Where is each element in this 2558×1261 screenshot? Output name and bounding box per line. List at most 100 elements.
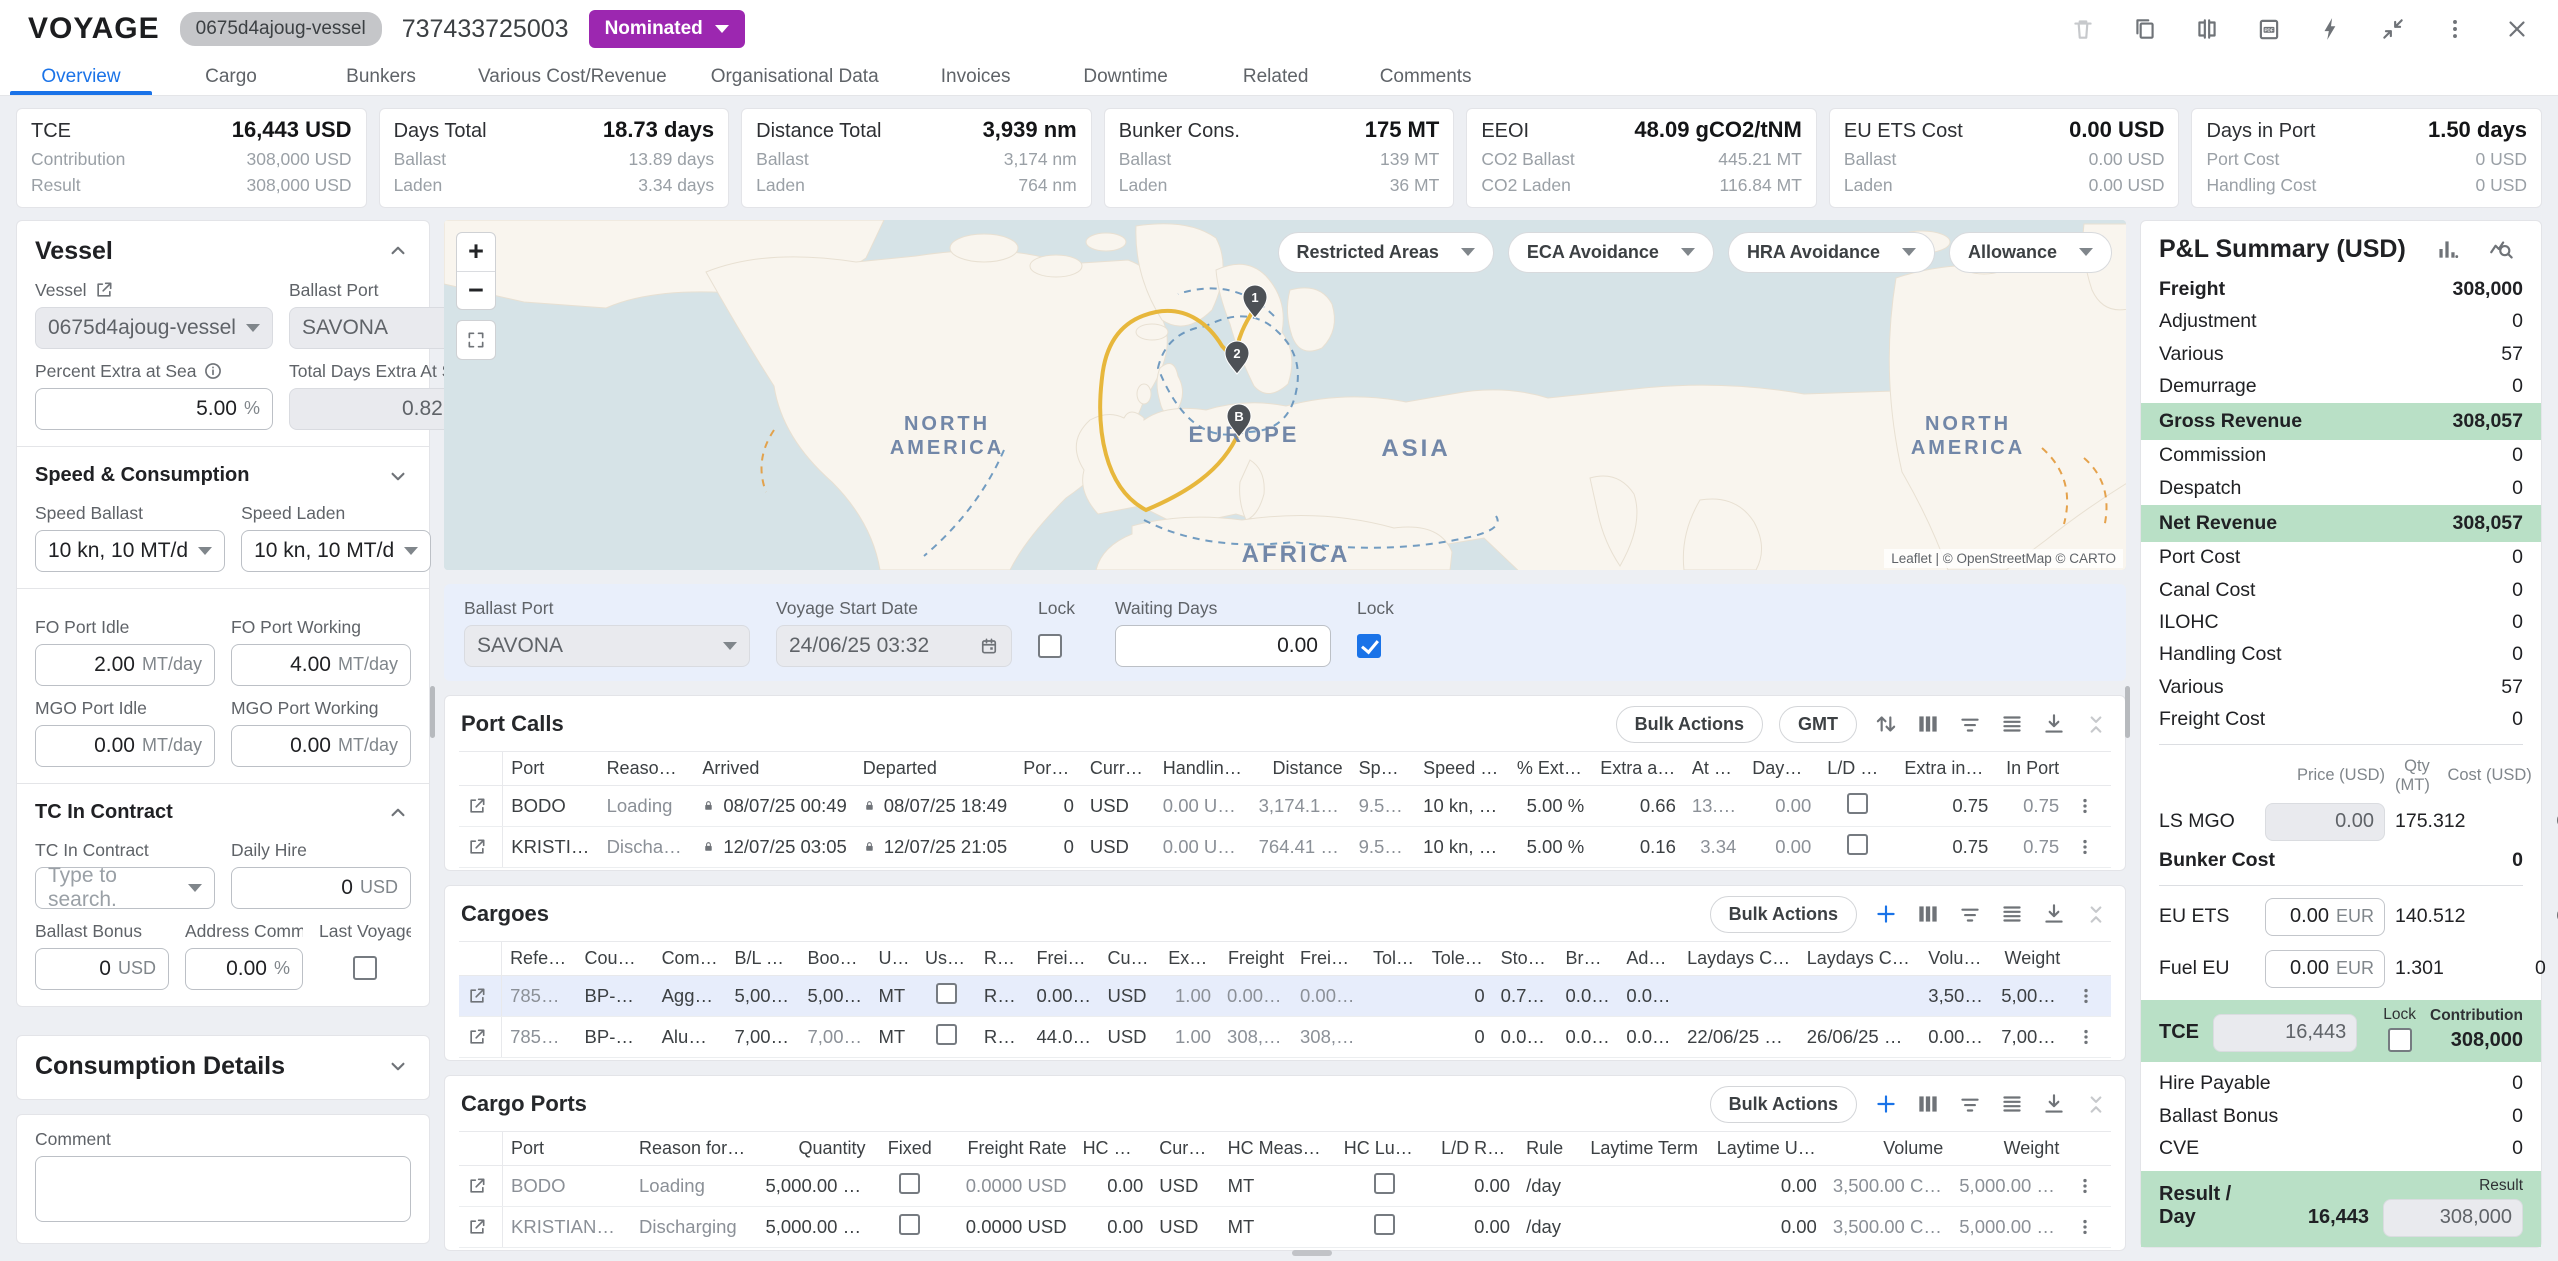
open-port-call-icon[interactable] bbox=[459, 826, 504, 868]
col-speed[interactable]: Speed bbox=[1350, 750, 1416, 786]
row-menu-icon[interactable] bbox=[2067, 1165, 2111, 1207]
row-menu-icon[interactable] bbox=[2067, 785, 2111, 827]
hra-avoidance-dropdown[interactable]: HRA Avoidance bbox=[1727, 231, 1935, 273]
collapse-icon[interactable] bbox=[2083, 711, 2109, 737]
zoom-in-button[interactable]: + bbox=[468, 236, 484, 266]
col-departed[interactable]: Departed bbox=[854, 750, 1016, 786]
scrollbar-thumb-right[interactable] bbox=[2125, 686, 2130, 738]
filter-icon[interactable] bbox=[1957, 1091, 1983, 1117]
ballast-bonus-input[interactable]: 0 USD bbox=[35, 947, 169, 990]
col-ld-fixed[interactable]: L/D Fixed bbox=[1819, 750, 1897, 786]
speed-ballast-select[interactable]: 10 kn, 10 MT/d bbox=[35, 529, 226, 572]
chevron-up-icon[interactable] bbox=[385, 800, 411, 826]
zoom-out-button[interactable]: − bbox=[457, 270, 495, 309]
speed-laden-select[interactable]: 10 kn, 10 MT/d bbox=[241, 529, 432, 572]
columns-icon[interactable] bbox=[1915, 901, 1941, 927]
col-speed-order[interactable]: Speed Order bbox=[1415, 750, 1509, 786]
restricted-areas-dropdown[interactable]: Restricted Areas bbox=[1277, 231, 1494, 273]
open-cargo-port-icon[interactable] bbox=[459, 1165, 504, 1207]
col-extra-in-port[interactable]: Extra in Port bbox=[1896, 750, 1997, 786]
ballast-port-strip-select[interactable]: SAVONA bbox=[464, 624, 750, 667]
tab-cargo[interactable]: Cargo bbox=[205, 65, 257, 87]
start-date-lock-checkbox[interactable] bbox=[1038, 633, 1062, 658]
close-icon[interactable] bbox=[2504, 16, 2530, 42]
open-cargo-icon[interactable] bbox=[459, 1016, 503, 1058]
tc-in-contract-select[interactable]: Type to search. bbox=[35, 864, 215, 911]
eca-avoidance-dropdown[interactable]: ECA Avoidance bbox=[1507, 231, 1714, 273]
port-marker-2[interactable]: 2 bbox=[1224, 340, 1250, 375]
add-cargo-port-icon[interactable] bbox=[1873, 1091, 1899, 1117]
row-density-icon[interactable] bbox=[1999, 711, 2025, 737]
tab-related[interactable]: Related bbox=[1242, 65, 1309, 87]
col-pct-extra[interactable]: % Extra At ... bbox=[1508, 750, 1593, 786]
chevron-down-icon[interactable] bbox=[385, 463, 411, 489]
waiting-days-lock-checkbox[interactable] bbox=[1356, 633, 1381, 658]
trend-analysis-icon[interactable] bbox=[2488, 236, 2514, 262]
port-marker-1[interactable]: 1 bbox=[1242, 284, 1268, 319]
tab-comments[interactable]: Comments bbox=[1379, 65, 1472, 87]
last-voyage-checkbox[interactable] bbox=[353, 955, 377, 980]
columns-icon[interactable] bbox=[1915, 1091, 1941, 1117]
waiting-days-input[interactable]: 0.00 bbox=[1114, 624, 1331, 667]
route-map[interactable]: NORTH AMERICA EUROPE ASIA AFRICA NORTH A… bbox=[444, 219, 2126, 570]
external-link-icon[interactable] bbox=[94, 280, 114, 300]
collapse-icon[interactable] bbox=[2083, 1091, 2109, 1117]
row-menu-icon[interactable] bbox=[2068, 1016, 2111, 1058]
kebab-menu-icon[interactable] bbox=[2442, 16, 2468, 42]
bulk-actions-button[interactable]: Bulk Actions bbox=[1615, 705, 1763, 743]
col-arrived[interactable]: Arrived bbox=[694, 750, 855, 786]
pdf-export-icon[interactable]: PDF bbox=[2256, 16, 2282, 42]
filter-icon[interactable] bbox=[1957, 901, 1983, 927]
col-days-ld[interactable]: Days L/D bbox=[1744, 750, 1820, 786]
filter-icon[interactable] bbox=[1957, 711, 1983, 737]
tce-lock-checkbox[interactable] bbox=[2387, 1027, 2412, 1052]
tab-bunkers[interactable]: Bunkers bbox=[346, 65, 416, 87]
open-port-call-icon[interactable] bbox=[459, 785, 504, 827]
download-icon[interactable] bbox=[2041, 1091, 2067, 1117]
mgo-port-working-input[interactable]: 0.00 MT/day bbox=[231, 724, 411, 767]
comment-textarea[interactable] bbox=[35, 1155, 411, 1222]
horizontal-scrollbar-thumb[interactable] bbox=[1292, 1250, 1332, 1256]
scrollbar-thumb-left[interactable] bbox=[430, 686, 435, 738]
add-cargo-icon[interactable] bbox=[1873, 901, 1899, 927]
tab-downtime[interactable]: Downtime bbox=[1083, 65, 1168, 87]
eu-ets-price-input[interactable]: 0.00 EUR bbox=[2265, 897, 2385, 936]
compress-icon[interactable] bbox=[2380, 16, 2406, 42]
col-handling[interactable]: Handling C... bbox=[1154, 750, 1251, 786]
bar-chart-icon[interactable] bbox=[2434, 236, 2460, 262]
sort-icon[interactable] bbox=[1873, 711, 1899, 737]
fo-port-idle-input[interactable]: 2.00 MT/day bbox=[35, 643, 215, 686]
lightning-icon[interactable] bbox=[2318, 16, 2344, 42]
voyage-start-date-input[interactable]: 24/06/25 03:32 bbox=[776, 624, 1012, 667]
status-dropdown[interactable]: Nominated bbox=[588, 10, 745, 48]
col-currency[interactable]: Currency bbox=[1081, 750, 1155, 786]
mgo-port-idle-input[interactable]: 0.00 MT/day bbox=[35, 724, 215, 767]
col-in-port[interactable]: In Port bbox=[1996, 750, 2068, 786]
row-menu-icon[interactable] bbox=[2067, 826, 2111, 868]
collapse-icon[interactable] bbox=[2083, 901, 2109, 927]
col-at-sea[interactable]: At Sea bbox=[1683, 750, 1745, 786]
port-marker-ballast[interactable]: B bbox=[1226, 403, 1252, 438]
open-cargo-icon[interactable] bbox=[459, 975, 503, 1017]
fuel-eu-price-input[interactable]: 0.00 EUR bbox=[2265, 949, 2385, 988]
col-extra-at-sea[interactable]: Extra at Sea bbox=[1592, 750, 1684, 786]
copy-icon[interactable] bbox=[2132, 16, 2158, 42]
fo-port-working-input[interactable]: 4.00 MT/day bbox=[231, 643, 411, 686]
row-density-icon[interactable] bbox=[1999, 901, 2025, 927]
allowance-dropdown[interactable]: Allowance bbox=[1948, 231, 2112, 273]
daily-hire-input[interactable]: 0 USD bbox=[231, 866, 411, 909]
col-port-cost[interactable]: Port Cost bbox=[1015, 750, 1082, 786]
col-reason[interactable]: Reason for ... bbox=[598, 750, 695, 786]
chevron-up-icon[interactable] bbox=[385, 238, 411, 264]
address-commission-input[interactable]: 0.00% bbox=[185, 947, 303, 990]
columns-icon[interactable] bbox=[1915, 711, 1941, 737]
tab-invoices[interactable]: Invoices bbox=[940, 65, 1011, 87]
download-icon[interactable] bbox=[2041, 711, 2067, 737]
row-density-icon[interactable] bbox=[1999, 1091, 2025, 1117]
row-menu-icon[interactable] bbox=[2068, 975, 2111, 1017]
row-menu-icon[interactable] bbox=[2067, 1206, 2111, 1248]
col-distance[interactable]: Distance bbox=[1250, 750, 1351, 786]
vessel-select[interactable]: 0675d4ajoug-vessel bbox=[35, 306, 273, 349]
tce-input[interactable]: 16,443 bbox=[2213, 1013, 2358, 1052]
ballast-port-select[interactable]: SAVONA bbox=[288, 306, 473, 349]
